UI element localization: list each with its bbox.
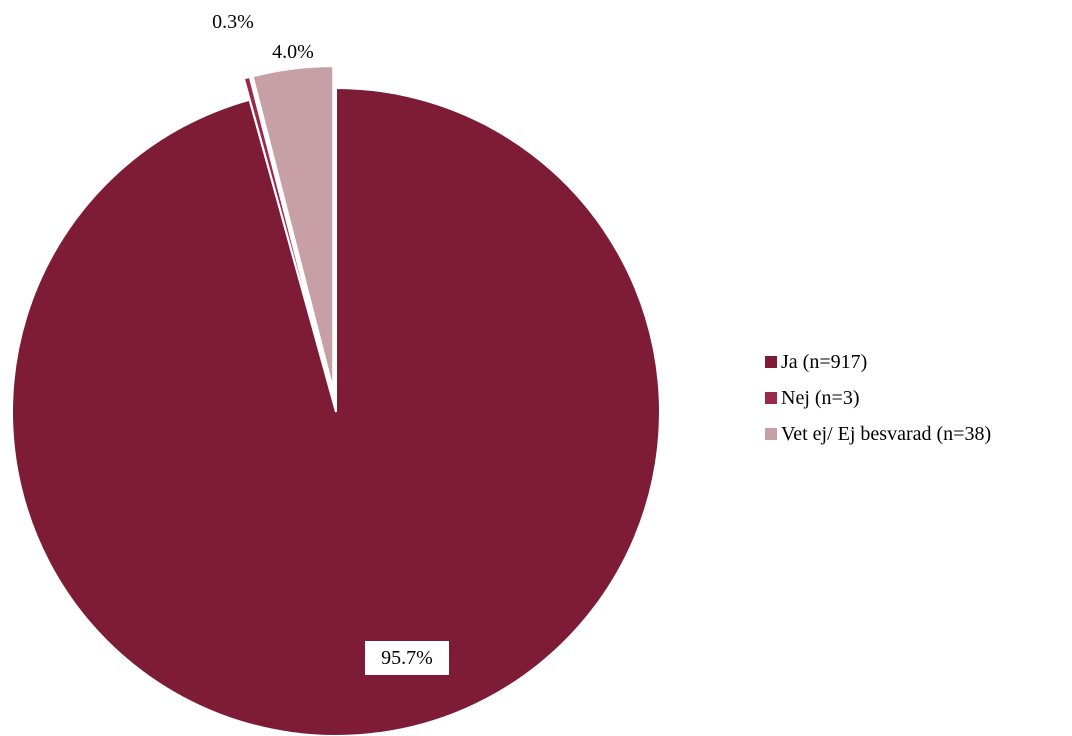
data-label-nej: 0.3%	[212, 11, 254, 33]
pie-data-labels: 95.7% 0.3% 4.0%	[212, 11, 449, 675]
legend-item-nej: Nej (n=3)	[765, 380, 991, 416]
legend-swatch-vet-ej	[765, 428, 777, 440]
legend-swatch-nej	[765, 392, 777, 404]
pie-slice-ja	[11, 86, 661, 736]
legend-swatch-ja	[765, 356, 777, 368]
data-label-ja: 95.7%	[381, 647, 433, 669]
legend-item-vet-ej: Vet ej/ Ej besvarad (n=38)	[765, 416, 991, 452]
pie-slices	[11, 65, 661, 736]
legend: Ja (n=917) Nej (n=3) Vet ej/ Ej besvarad…	[765, 344, 991, 452]
pie-slice-nej	[242, 75, 332, 392]
legend-label-ja: Ja (n=917)	[781, 350, 868, 373]
legend-item-ja: Ja (n=917)	[765, 344, 991, 380]
legend-label-vet-ej: Vet ej/ Ej besvarad (n=38)	[781, 422, 992, 445]
legend-label-nej: Nej (n=3)	[781, 386, 860, 409]
data-label-box-ja	[365, 641, 449, 675]
pie-slice-vet-ej	[251, 65, 335, 391]
data-label-vet-ej: 4.0%	[272, 41, 314, 63]
